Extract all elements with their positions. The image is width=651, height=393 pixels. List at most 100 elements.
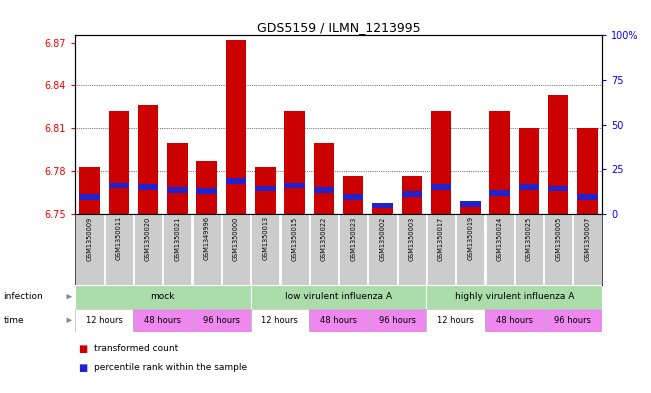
Bar — [251, 309, 309, 332]
Text: mock: mock — [150, 292, 175, 301]
Text: 96 hours: 96 hours — [555, 316, 591, 325]
Text: low virulent influenza A: low virulent influenza A — [285, 292, 392, 301]
Text: ■: ■ — [78, 363, 87, 373]
Bar — [105, 214, 133, 285]
Bar — [486, 214, 514, 285]
Bar — [426, 285, 602, 309]
Bar — [544, 214, 572, 285]
Bar — [519, 184, 539, 190]
Text: GSM1350000: GSM1350000 — [233, 216, 239, 261]
Bar — [577, 129, 598, 214]
Text: GSM1350011: GSM1350011 — [116, 216, 122, 261]
Bar — [343, 194, 363, 200]
Text: GSM1350020: GSM1350020 — [145, 216, 151, 261]
Bar — [167, 143, 187, 214]
Text: GSM1350023: GSM1350023 — [350, 216, 356, 261]
Text: GSM1350003: GSM1350003 — [409, 216, 415, 261]
Text: infection: infection — [3, 292, 43, 301]
Bar — [197, 161, 217, 214]
Bar — [222, 214, 250, 285]
Bar — [138, 105, 158, 214]
Bar — [577, 194, 598, 200]
Bar — [519, 129, 539, 214]
Text: GSM1349996: GSM1349996 — [204, 216, 210, 260]
Bar — [284, 111, 305, 214]
Bar — [167, 187, 187, 193]
Bar — [548, 185, 568, 191]
Text: GSM1350009: GSM1350009 — [87, 216, 92, 261]
Bar — [456, 214, 484, 285]
Bar — [372, 203, 393, 208]
Bar — [163, 214, 191, 285]
Bar — [134, 214, 162, 285]
Bar — [309, 309, 368, 332]
Bar — [368, 309, 426, 332]
Bar — [402, 176, 422, 214]
Bar — [109, 183, 129, 188]
Text: 48 hours: 48 hours — [320, 316, 357, 325]
Text: GSM1350015: GSM1350015 — [292, 216, 298, 261]
Text: time: time — [3, 316, 24, 325]
Bar — [251, 285, 426, 309]
Bar — [255, 185, 275, 191]
Bar — [460, 203, 480, 214]
Text: 96 hours: 96 hours — [203, 316, 240, 325]
Bar — [284, 183, 305, 188]
Text: transformed count: transformed count — [94, 344, 178, 353]
Bar — [490, 190, 510, 196]
Bar — [402, 191, 422, 197]
Text: 48 hours: 48 hours — [496, 316, 533, 325]
Text: GSM1350013: GSM1350013 — [262, 216, 268, 261]
Bar — [490, 111, 510, 214]
Bar — [75, 309, 133, 332]
Bar — [226, 178, 246, 184]
Bar — [255, 167, 275, 214]
Text: GSM1350025: GSM1350025 — [526, 216, 532, 261]
Bar — [431, 111, 451, 214]
Bar — [79, 194, 100, 200]
Bar — [339, 214, 367, 285]
Bar — [515, 214, 543, 285]
Text: GSM1350021: GSM1350021 — [174, 216, 180, 261]
Bar — [398, 214, 426, 285]
Text: 12 hours: 12 hours — [86, 316, 122, 325]
Text: GSM1350017: GSM1350017 — [438, 216, 444, 261]
Bar — [574, 214, 602, 285]
Bar — [544, 309, 602, 332]
Text: 96 hours: 96 hours — [379, 316, 415, 325]
Bar — [281, 214, 309, 285]
Text: GSM1350002: GSM1350002 — [380, 216, 385, 261]
Bar — [343, 176, 363, 214]
Bar — [485, 309, 544, 332]
Bar — [427, 214, 455, 285]
Text: percentile rank within the sample: percentile rank within the sample — [94, 363, 247, 372]
Bar — [372, 206, 393, 214]
Text: GSM1350019: GSM1350019 — [467, 216, 473, 261]
Bar — [197, 188, 217, 194]
Bar — [79, 167, 100, 214]
Bar — [109, 111, 129, 214]
Text: GSM1350007: GSM1350007 — [585, 216, 590, 261]
Bar — [460, 201, 480, 207]
Text: 12 hours: 12 hours — [262, 316, 298, 325]
Bar — [431, 184, 451, 190]
Text: highly virulent influenza A: highly virulent influenza A — [454, 292, 574, 301]
Bar — [314, 143, 334, 214]
Bar — [426, 309, 485, 332]
Bar — [314, 187, 334, 193]
Bar — [133, 309, 192, 332]
Bar — [193, 214, 221, 285]
Bar — [76, 214, 104, 285]
Bar — [192, 309, 251, 332]
Title: GDS5159 / ILMN_1213995: GDS5159 / ILMN_1213995 — [256, 21, 421, 34]
Text: GSM1350022: GSM1350022 — [321, 216, 327, 261]
Bar — [368, 214, 396, 285]
Text: ■: ■ — [78, 344, 87, 354]
Text: 48 hours: 48 hours — [145, 316, 181, 325]
Bar — [251, 214, 279, 285]
Bar — [138, 184, 158, 190]
Text: 12 hours: 12 hours — [437, 316, 474, 325]
Text: GSM1350005: GSM1350005 — [555, 216, 561, 261]
Bar — [548, 95, 568, 214]
Bar — [75, 285, 251, 309]
